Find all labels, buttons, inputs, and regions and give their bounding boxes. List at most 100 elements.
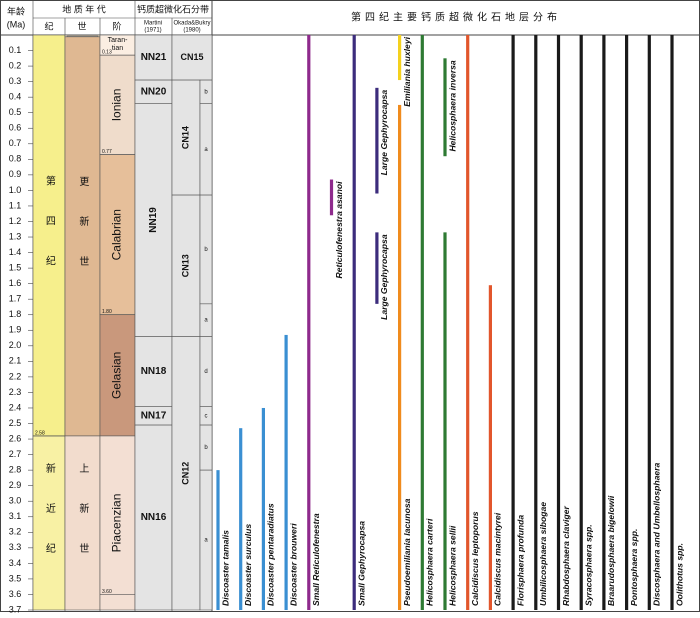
tick-label: 2.2	[9, 371, 22, 381]
species-label: Pontosphaera spp.	[629, 529, 639, 606]
species-label: Helicosphaera sellii	[447, 525, 457, 606]
zone-label: CN15	[180, 52, 203, 62]
tick-label: 1.6	[9, 278, 22, 288]
range-bar	[466, 35, 470, 610]
species-label: Calcidiscus macintyrei	[493, 512, 503, 606]
column-header: 阶	[112, 20, 121, 31]
tick-label: 0.3	[9, 76, 22, 86]
range-bar	[307, 35, 311, 610]
species-label: Calcidiscus leptoporus	[470, 511, 480, 606]
band-label: Calabrian	[110, 209, 124, 260]
species-label: Pseudoemiliania lacunosa	[402, 498, 412, 606]
band	[64, 435, 101, 611]
species-label: Discosphaera and Umbellosphaera	[652, 463, 662, 606]
tick-label: 3.0	[9, 496, 22, 506]
band	[171, 34, 213, 81]
band	[134, 34, 173, 81]
tick-label: 3.3	[9, 542, 22, 552]
tick-label: 1.2	[9, 216, 22, 226]
age-header: 年龄	[7, 5, 25, 16]
band	[99, 314, 136, 437]
zone-label: NN21	[141, 52, 167, 63]
band	[64, 36, 101, 437]
zone-label: CN13	[180, 254, 190, 277]
age-header: (Ma)	[7, 19, 26, 29]
tick-label: 0.4	[9, 92, 22, 102]
range-bar	[625, 35, 629, 610]
range-bar	[579, 35, 583, 610]
tick-label: 3.7	[9, 604, 22, 614]
boundary-label: 0.13	[102, 50, 112, 56]
range-bar	[239, 428, 243, 610]
tick-label: 1.0	[9, 185, 22, 195]
range-bar	[284, 334, 288, 610]
boundary-label: 3.60	[102, 589, 112, 595]
tick-label: 2.4	[9, 402, 22, 412]
band	[99, 435, 136, 611]
band	[171, 194, 201, 337]
column-header: 世	[77, 20, 86, 31]
column-header: (1971)	[144, 28, 161, 34]
range-bar	[329, 179, 334, 216]
range-bar	[352, 35, 356, 610]
zone-label: b	[204, 445, 208, 451]
band	[32, 435, 66, 611]
panel-title: 第四纪主要钙质超微化石地层分布	[351, 11, 561, 24]
range-bar	[443, 232, 447, 610]
tick-label: 2.6	[9, 433, 22, 443]
zone-label: NN17	[141, 410, 167, 421]
band-label: 新近纪	[43, 462, 55, 583]
band	[134, 103, 173, 337]
tick-label: 0.1	[9, 45, 22, 55]
boundary-label: 0.77	[102, 149, 112, 155]
species-label: Florisphaera profunda	[515, 515, 525, 606]
species-label: Discoaster tamalis	[220, 530, 230, 606]
column-header: Martini	[144, 21, 162, 27]
boundary-label: 1.80	[102, 309, 112, 315]
band-label: 第四纪	[43, 174, 55, 295]
species-label: Large Gephyrocapsa	[379, 234, 389, 320]
range-bar	[488, 285, 492, 610]
species-label: Helicosphaera carteri	[425, 518, 435, 606]
species-label: Small Reticulofenestra	[311, 513, 321, 606]
species-label: Large Gephyrocapsa	[379, 90, 389, 176]
range-bar	[602, 35, 606, 610]
tick-label: 3.2	[9, 527, 22, 537]
species-label: Helicosphaera inversa	[447, 60, 457, 151]
band	[199, 469, 213, 611]
tick-label: 0.8	[9, 154, 22, 164]
range-bar	[443, 58, 447, 157]
species-label: Umbilicosphaera sibogae	[538, 502, 548, 606]
zone-label: a	[204, 538, 208, 544]
column-header: Okada&Bukry	[173, 21, 210, 27]
band	[134, 336, 173, 407]
group-header: 地 质 年 代	[62, 3, 106, 14]
species-label: Discoaster pentaradiatus	[266, 503, 276, 606]
tick-label: 0.6	[9, 123, 22, 133]
tick-label: 2.3	[9, 387, 22, 397]
tick-label: 1.1	[9, 200, 22, 210]
column-header: 纪	[44, 20, 53, 31]
range-bar	[398, 35, 402, 81]
range-bar	[511, 35, 515, 610]
band-label: 上新世	[77, 463, 89, 583]
tick-label: 0.9	[9, 169, 22, 179]
tick-label: 3.6	[9, 589, 22, 599]
species-label: Braarudosphaera bigelowii	[606, 495, 616, 606]
tick-label: 3.4	[9, 558, 22, 568]
band-label: 更新世	[77, 176, 89, 296]
zone-label: NN18	[141, 366, 167, 377]
tick-label: 2.8	[9, 465, 22, 475]
tick-label: 1.5	[9, 262, 22, 272]
tick-label: 0.2	[9, 60, 22, 70]
range-bar	[556, 35, 561, 610]
species-label: Syracosphaera spp.	[583, 524, 593, 606]
zone-label: NN20	[141, 86, 167, 97]
tick-label: 0.7	[9, 138, 22, 148]
group-header: 钙质超微化石分带	[137, 3, 209, 14]
species-label: Discoaster surculus	[243, 524, 253, 606]
zone-label: b	[204, 89, 208, 95]
tick-label: 1.3	[9, 231, 22, 241]
tick-label: 1.4	[9, 247, 22, 257]
species-label: Small Gephyrocapsa	[356, 521, 366, 606]
